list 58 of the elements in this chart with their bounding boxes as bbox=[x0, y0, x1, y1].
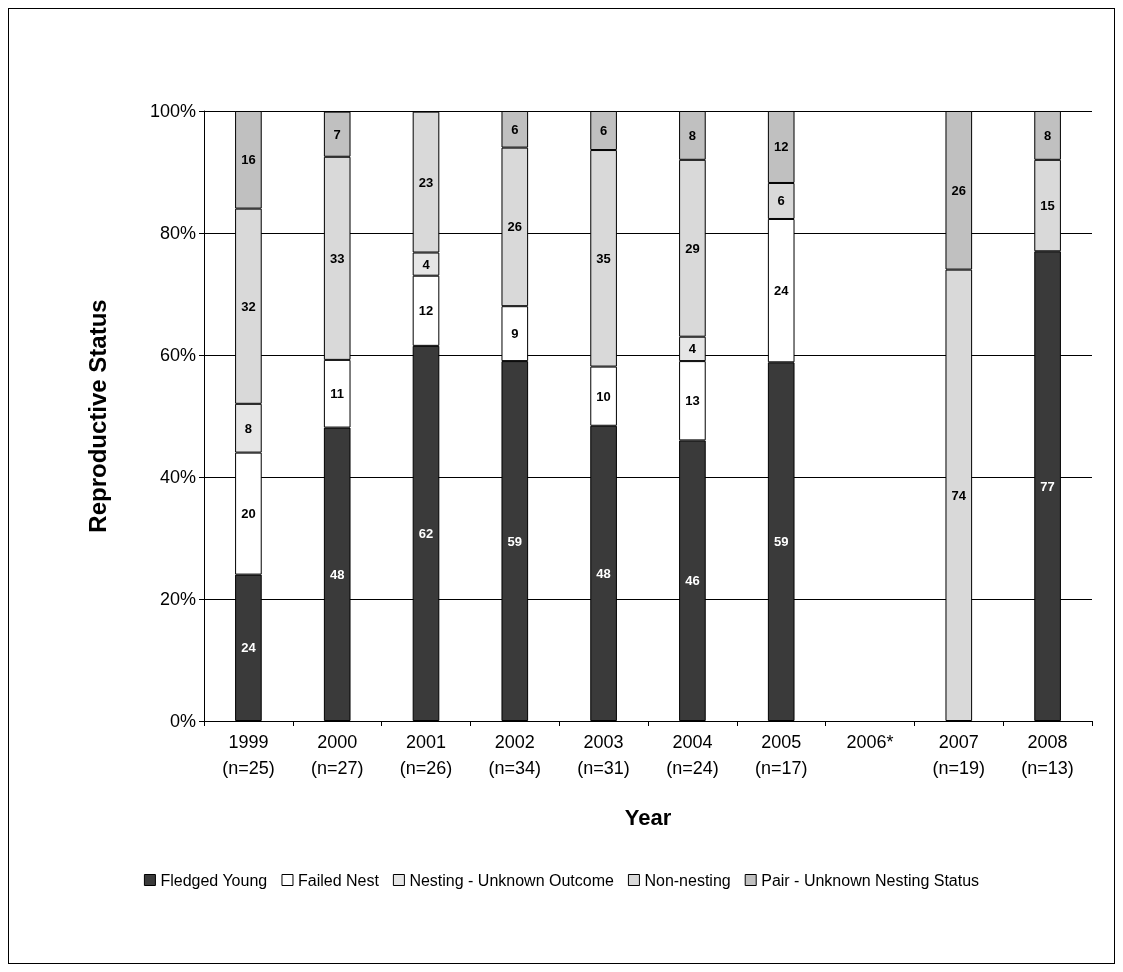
data-label: 4 bbox=[422, 256, 431, 272]
data-label: 8 bbox=[1043, 127, 1052, 143]
data-label: 74 bbox=[951, 487, 967, 503]
data-label: 48 bbox=[329, 566, 345, 582]
data-label: 6 bbox=[777, 193, 785, 209]
data-label: 4 bbox=[688, 341, 697, 357]
legend-label: Pair - Unknown Nesting Status bbox=[761, 871, 980, 889]
data-label: 13 bbox=[685, 393, 700, 409]
y-tick-label: 100% bbox=[149, 101, 196, 121]
legend-label: Failed Nest bbox=[297, 871, 380, 889]
x-tick-label: 2003 (n=31) bbox=[577, 732, 630, 778]
data-label: 7 bbox=[333, 126, 341, 142]
y-tick-label: 0% bbox=[169, 711, 196, 731]
data-label: 29 bbox=[685, 240, 700, 256]
data-label: 59 bbox=[507, 533, 523, 549]
x-tick-label: 2004 (n=24) bbox=[666, 732, 719, 778]
data-label: 9 bbox=[511, 326, 519, 342]
data-label: 26 bbox=[951, 182, 967, 198]
x-tick-label: 2005 (n=17) bbox=[754, 732, 808, 778]
data-label: 8 bbox=[688, 127, 697, 143]
data-label: 48 bbox=[596, 565, 611, 581]
data-label: 12 bbox=[773, 139, 789, 155]
data-label: 59 bbox=[773, 534, 789, 550]
y-tick-label: 60% bbox=[159, 345, 196, 365]
legend-label: Fledged Young bbox=[160, 871, 268, 889]
data-label: 8 bbox=[244, 420, 253, 436]
data-label: 46 bbox=[685, 573, 700, 589]
data-label: 23 bbox=[418, 174, 434, 190]
x-tick-label: 2006* bbox=[846, 732, 894, 752]
data-label: 24 bbox=[773, 283, 790, 299]
data-label: 62 bbox=[418, 525, 434, 541]
data-label: 12 bbox=[418, 303, 434, 319]
data-label: 26 bbox=[507, 219, 523, 235]
data-label: 11 bbox=[330, 386, 345, 402]
data-label: 77 bbox=[1040, 478, 1055, 494]
x-tick-label: 2008 (n=13) bbox=[1021, 732, 1074, 778]
x-tick-label: 2002 (n=34) bbox=[488, 732, 542, 778]
data-label: 24 bbox=[241, 640, 257, 656]
data-label: 20 bbox=[241, 506, 256, 522]
x-axis-title: Year bbox=[624, 804, 672, 830]
x-tick-label: 2007 (n=19) bbox=[932, 732, 986, 778]
y-tick-label: 80% bbox=[159, 223, 196, 243]
y-axis-title: Reproductive Status bbox=[83, 299, 111, 533]
y-tick-label: 20% bbox=[159, 589, 196, 609]
data-label: 6 bbox=[511, 121, 519, 137]
legend-label: Nesting - Unknown Outcome bbox=[409, 871, 615, 889]
x-tick-label: 2001 (n=26) bbox=[399, 732, 453, 778]
data-label: 16 bbox=[241, 152, 256, 168]
y-tick-label: 40% bbox=[159, 467, 196, 487]
data-label: 15 bbox=[1040, 198, 1055, 214]
x-tick-label: 1999 (n=25) bbox=[222, 732, 275, 778]
data-label: 35 bbox=[596, 250, 611, 266]
data-label: 32 bbox=[241, 298, 256, 314]
data-label: 33 bbox=[329, 250, 345, 266]
legend-label: Non-nesting bbox=[644, 871, 731, 889]
data-label: 6 bbox=[599, 123, 608, 139]
x-tick-label: 2000 (n=27) bbox=[310, 732, 364, 778]
data-label: 10 bbox=[596, 388, 611, 404]
